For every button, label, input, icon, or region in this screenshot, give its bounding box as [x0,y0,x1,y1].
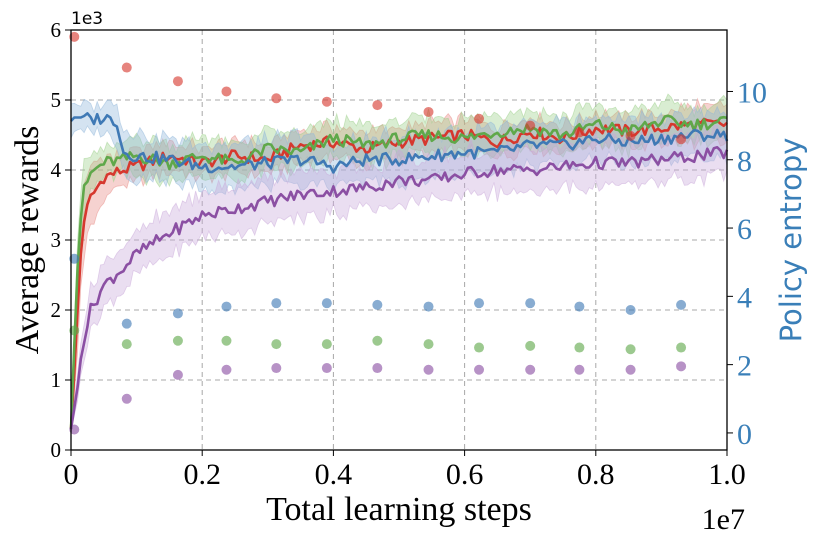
entropy-point-green [69,325,80,336]
entropy-point-red [271,93,282,104]
entropy-point-blue [423,301,434,312]
tick-layer: 0 0.2 0.4 0.6 0.8 1.0 0 1 2 3 4 5 6 0 2 4 6 8 10 [51,18,768,491]
entropy-point-red [121,62,132,73]
entropy-point-purple [474,364,485,375]
entropy-point-blue [121,318,132,329]
x-tick-label: 0.8 [577,458,615,491]
y2-axis-label: Policy entropy [774,138,808,343]
entropy-point-blue [221,301,232,312]
x-tick-label: 0.2 [183,458,221,491]
entropy-point-purple [69,424,80,435]
entropy-point-purple [372,363,383,374]
entropy-point-blue [474,298,485,309]
entropy-point-green [121,339,132,350]
entropy-point-green [574,342,585,353]
y-tick-label: 4 [51,158,62,182]
entropy-point-green [525,340,536,351]
entropy-point-red [69,31,80,42]
entropy-point-purple [423,364,434,375]
entropy-point-green [625,344,636,355]
x-tick-label: 0.4 [315,458,353,491]
entropy-point-green [474,342,485,353]
entropy-point-blue [625,305,636,315]
y-offset-text: 1e3 [71,9,103,29]
entropy-point-red [474,113,485,124]
entropy-point-red [372,100,383,111]
entropy-point-red [676,134,687,145]
line-layer [69,112,729,430]
y-tick-label: 3 [51,228,62,252]
entropy-point-green [676,342,687,353]
entropy-point-blue [372,299,383,310]
x-tick-label: 1.0 [708,458,746,491]
entropy-point-green [372,335,383,346]
entropy-point-green [221,335,232,346]
x-offset-text: 1e7 [702,503,745,536]
entropy-point-purple [271,363,282,374]
entropy-point-green [172,335,183,346]
entropy-point-red [423,106,434,117]
line-purple [69,146,729,430]
y2-tick-label: 0 [737,418,752,451]
entropy-point-blue [172,308,183,319]
y-tick-label: 1 [51,368,62,392]
line-blue [70,112,729,174]
y-tick-label: 0 [51,438,62,462]
entropy-point-red [574,127,585,138]
entropy-point-red [221,86,232,97]
x-tick-label: 0.6 [446,458,484,491]
entropy-point-green [321,339,332,350]
entropy-point-purple [525,364,536,375]
entropy-point-purple [676,361,687,372]
y-axis-label: Average rewards [9,126,46,355]
dot-layer [69,31,687,435]
x-tick-label: 0 [64,458,79,491]
y2-tick-label: 4 [737,281,752,314]
entropy-point-red [625,130,636,141]
entropy-point-purple [172,369,183,380]
y2-tick-label: 10 [737,76,767,109]
entropy-point-blue [271,298,282,309]
entropy-point-red [172,76,183,87]
entropy-point-red [321,96,332,107]
entropy-point-blue [69,253,80,264]
entropy-point-purple [625,364,636,375]
entropy-point-purple [321,363,332,374]
entropy-point-purple [574,364,585,375]
entropy-point-red [525,120,536,131]
entropy-point-blue [525,298,536,309]
entropy-point-purple [221,364,232,375]
y-tick-label: 2 [51,298,62,322]
y2-tick-label: 6 [737,213,752,246]
y-tick-label: 5 [51,88,62,112]
line-green [69,114,728,430]
entropy-point-blue [321,298,332,309]
y2-tick-label: 2 [737,350,752,383]
x-axis-label: Total learning steps [266,491,532,528]
y2-tick-label: 8 [737,145,752,178]
entropy-point-blue [574,301,585,312]
entropy-point-purple [121,393,132,404]
entropy-point-blue [676,299,687,310]
entropy-point-green [423,339,434,350]
y-tick-label: 6 [51,18,62,42]
entropy-point-green [271,339,282,350]
